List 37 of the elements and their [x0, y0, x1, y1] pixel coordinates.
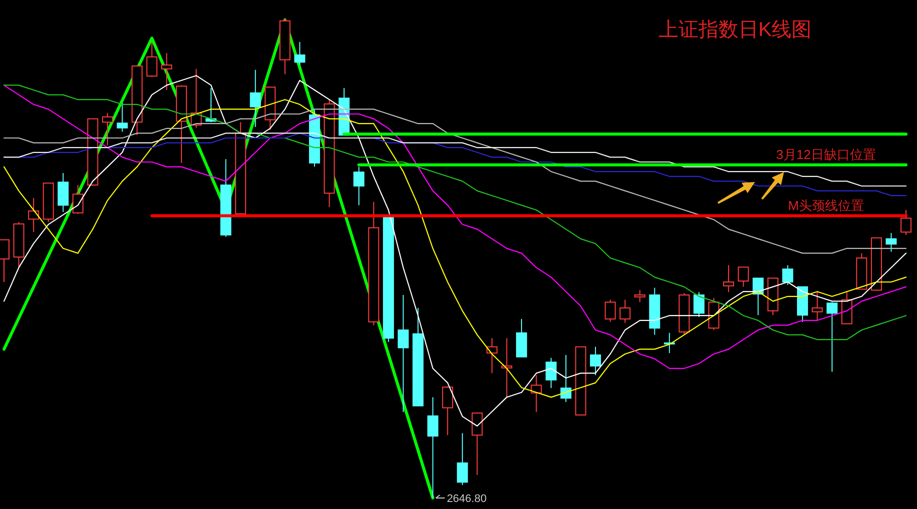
- candlestick: [146, 42, 158, 78]
- candlestick: [102, 112, 114, 146]
- candlestick: [620, 299, 631, 324]
- candlestick: [604, 299, 616, 322]
- candlestick: [456, 432, 468, 486]
- candlestick: [723, 264, 734, 293]
- candlestick: [294, 42, 306, 66]
- candlestick: [501, 338, 512, 398]
- candlestick: [693, 292, 704, 318]
- candlestick: [841, 292, 852, 324]
- candlestick: [590, 346, 601, 376]
- candlestick: [472, 412, 483, 476]
- candlestick: [161, 52, 172, 90]
- annotation: 2646.80: [446, 492, 487, 505]
- candlestick: [116, 102, 128, 132]
- candlestick: [516, 318, 528, 358]
- candlestick: [812, 292, 823, 320]
- candlestick: [738, 266, 749, 288]
- candlestick: [530, 374, 542, 413]
- candlestick: [634, 290, 646, 303]
- candlestick: [250, 69, 261, 128]
- candlestick: [353, 166, 364, 206]
- candlestick: [826, 302, 838, 372]
- candlestick: [398, 294, 409, 413]
- candlestick: [28, 198, 40, 233]
- candlestick: [900, 210, 912, 236]
- candlestick: [546, 357, 557, 389]
- candlestick: [752, 278, 764, 316]
- candlestick: [886, 232, 897, 252]
- candlestick: [782, 264, 794, 286]
- candlestick: [72, 184, 84, 214]
- annotation: M头颈线位置: [788, 198, 864, 213]
- chart-title: 上证指数日K线图: [658, 19, 812, 41]
- candlestick: [442, 386, 454, 436]
- candlestick: [58, 172, 69, 212]
- annotation: 3月12日缺口位置: [776, 146, 876, 162]
- candlestick: [427, 396, 438, 498]
